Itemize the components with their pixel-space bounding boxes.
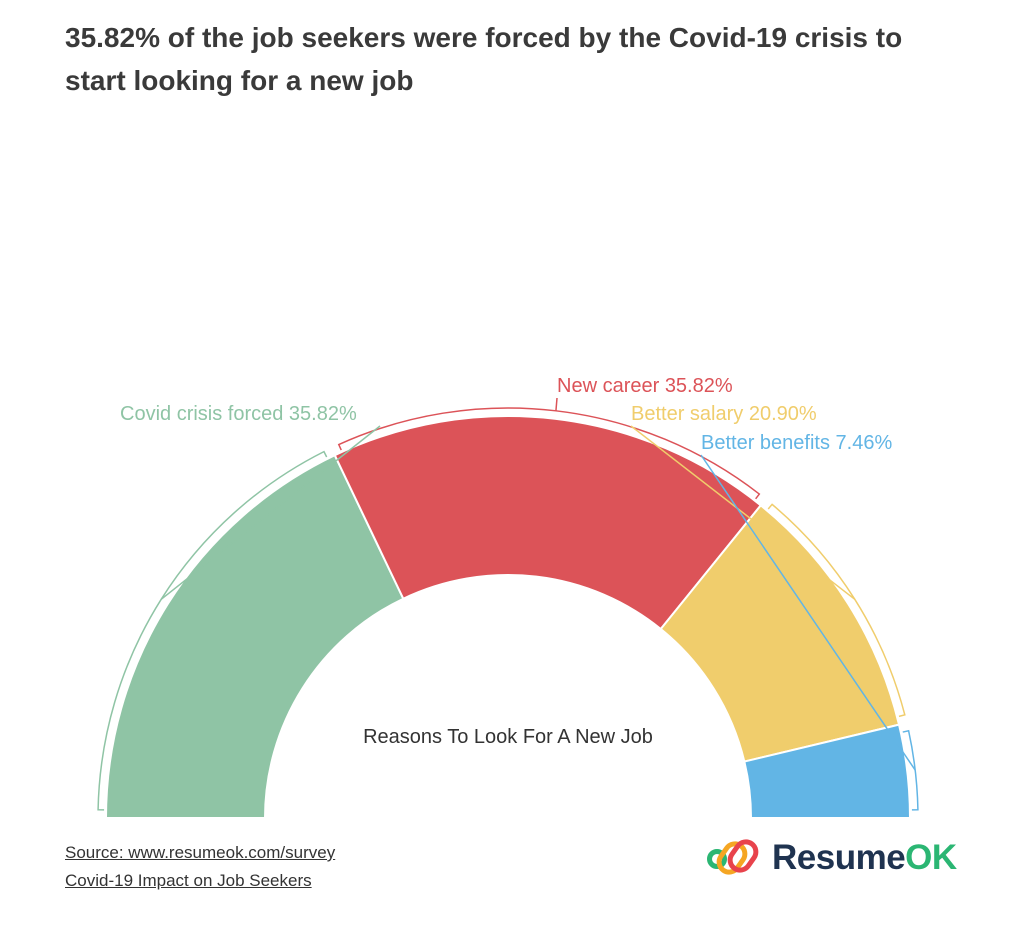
- leader-line-better-salary: [630, 425, 856, 600]
- slice-label-covid-crisis-forced: Covid crisis forced 35.82%: [120, 403, 357, 425]
- leader-line-new-career: [555, 397, 558, 411]
- slice-new-career: [333, 415, 763, 631]
- slice-label-better-benefits: Better benefits 7.46%: [701, 432, 892, 454]
- logo-wordmark: ResumeOK: [772, 838, 957, 877]
- leader-line-covid-crisis-forced: [160, 425, 381, 600]
- resumeok-logo: ResumeOK: [706, 832, 957, 884]
- chart-center-title: Reasons To Look For A New Job: [363, 726, 653, 748]
- page-title: 35.82% of the job seekers were forced by…: [65, 22, 903, 96]
- slice-label-better-salary: Better salary 20.90%: [631, 403, 817, 425]
- slice-covid-crisis-forced: [104, 453, 405, 819]
- source-link[interactable]: Source: www.resumeok.com/survey: [65, 843, 336, 862]
- leader-line-better-benefits: [700, 454, 916, 771]
- slice-label-new-career: New career 35.82%: [557, 375, 733, 397]
- chain-link-icon: [707, 839, 759, 875]
- slice-better-benefits: [743, 723, 912, 819]
- slice-bracket-new-career: [337, 407, 761, 500]
- source-block: Source: www.resumeok.com/survey Covid-19…: [65, 839, 335, 895]
- survey-link[interactable]: Covid-19 Impact on Job Seekers: [65, 871, 312, 890]
